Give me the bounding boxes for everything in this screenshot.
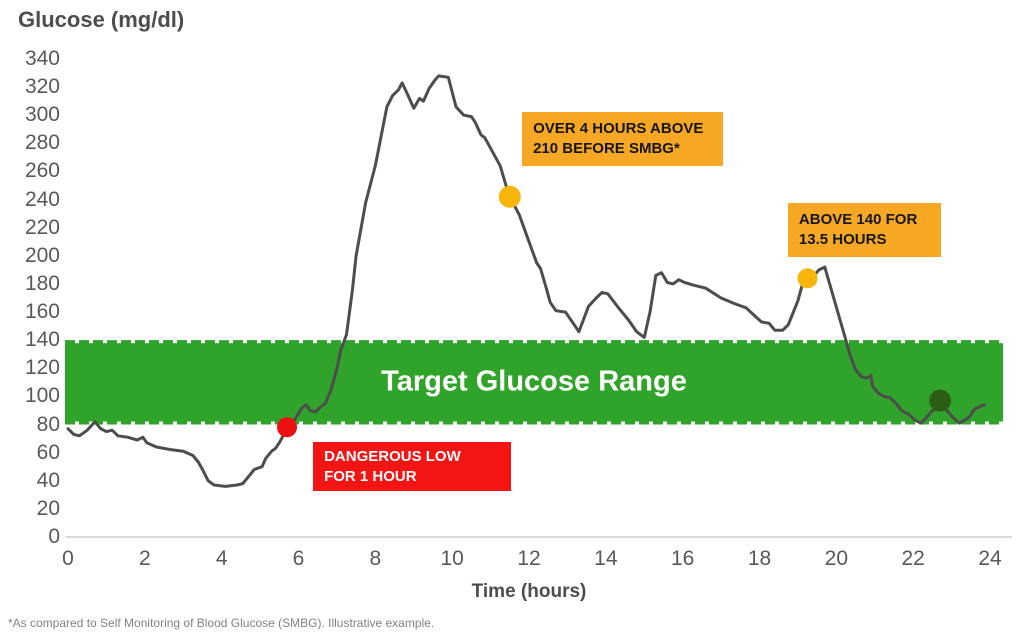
x-tick-label: 6 xyxy=(292,547,305,570)
y-tick-label: 340 xyxy=(24,47,60,70)
above-210-marker xyxy=(498,185,521,208)
annotation-text-line: DANGEROUS LOW xyxy=(324,447,461,465)
y-tick-label: 160 xyxy=(24,300,60,324)
annotation-dangerous-low: DANGEROUS LOW FOR 1 HOUR xyxy=(313,442,512,492)
y-tick-label: 220 xyxy=(24,215,60,239)
y-tick-label: 60 xyxy=(36,440,60,464)
y-tick-label: 200 xyxy=(24,243,60,267)
x-tick-label: 12 xyxy=(517,547,541,570)
x-tick-label: 8 xyxy=(369,547,382,570)
annotation-text-line: ABOVE 140 FOR xyxy=(798,211,918,229)
y-axis-title: Glucose (mg/dl) xyxy=(18,7,185,32)
y-tick-label: 20 xyxy=(36,496,60,520)
y-tick-label: 180 xyxy=(24,271,60,295)
y-tick-label: 320 xyxy=(24,75,60,99)
x-tick-label: 24 xyxy=(978,547,1002,570)
x-tick-label: 16 xyxy=(670,547,695,570)
x-axis-title: Time (hours) xyxy=(471,581,587,602)
y-tick-label: 140 xyxy=(24,328,60,352)
above-140-marker xyxy=(797,268,818,289)
footnote: *As compared to Self Monitoring of Blood… xyxy=(8,616,435,630)
annotation-above-210: OVER 4 HOURS ABOVE 210 BEFORE SMBG* xyxy=(522,112,724,167)
x-tick-label: 14 xyxy=(594,547,618,570)
y-tick-label: 260 xyxy=(24,159,60,183)
y-tick-label: 0 xyxy=(48,525,60,548)
x-tick-label: 2 xyxy=(138,547,151,570)
annotation-text-line: OVER 4 HOURS ABOVE xyxy=(533,120,704,138)
y-tick-label: 240 xyxy=(24,187,60,211)
annotation-above-140: ABOVE 140 FOR 13.5 HOURS xyxy=(787,203,941,258)
y-tick-label: 280 xyxy=(24,131,60,155)
y-tick-label: 100 xyxy=(24,384,60,408)
annotation-text-line: FOR 1 HOUR xyxy=(324,467,417,485)
annotation-text-line: 13.5 HOURS xyxy=(798,231,887,249)
x-tick-label: 10 xyxy=(440,547,464,570)
x-tick-label: 18 xyxy=(747,547,772,570)
target-range-band xyxy=(65,343,1003,422)
dangerous-low-marker xyxy=(277,417,297,438)
y-tick-label: 300 xyxy=(24,103,60,127)
x-tick-label: 22 xyxy=(901,547,925,570)
y-tick-label: 40 xyxy=(36,468,60,492)
annotation-text-line: 210 BEFORE SMBG* xyxy=(533,140,680,158)
y-tick-label: 120 xyxy=(24,356,60,380)
in-range-marker xyxy=(929,389,952,412)
x-tick-label: 0 xyxy=(62,547,74,570)
x-tick-label: 4 xyxy=(215,547,228,570)
y-tick-label: 80 xyxy=(36,412,60,436)
glucose-line xyxy=(66,74,986,488)
x-tick-label: 20 xyxy=(824,547,848,570)
target-range-label: Target Glucose Range xyxy=(381,365,687,398)
